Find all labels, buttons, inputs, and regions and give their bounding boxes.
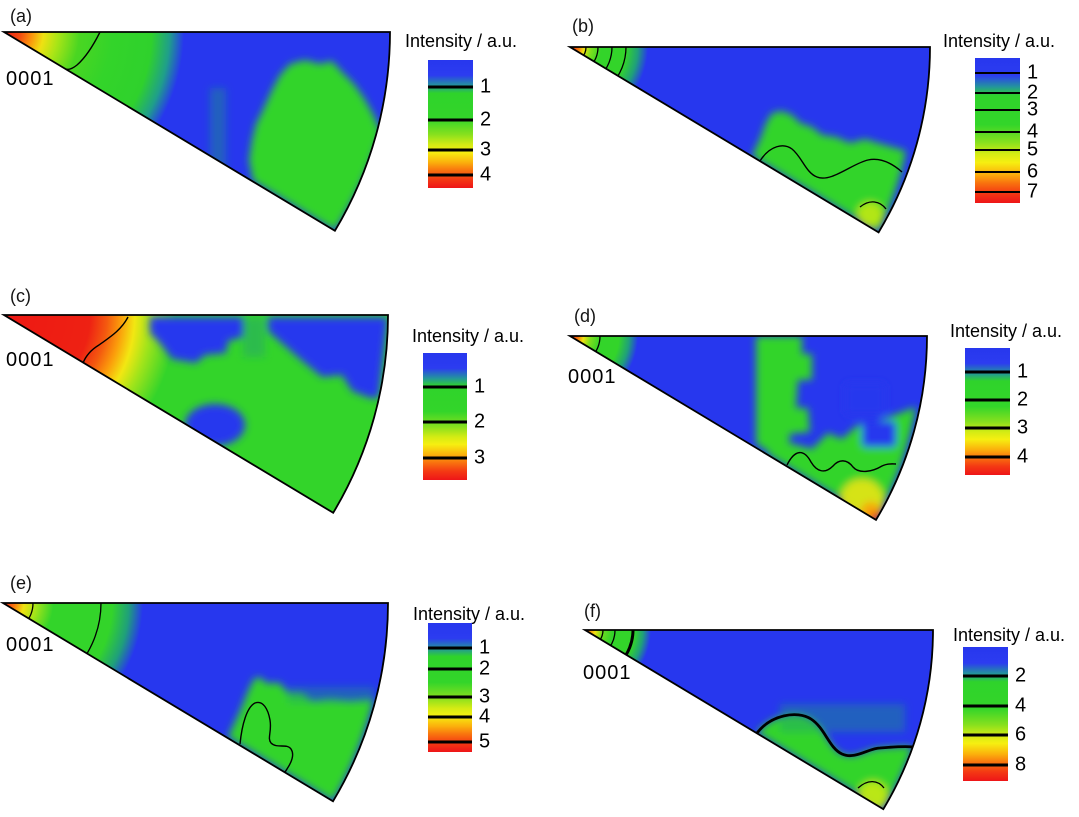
- colorbar-tick-label: 1: [479, 636, 491, 658]
- panel-label-f: (f): [584, 601, 601, 621]
- colorbar-tick-label: 1: [474, 375, 486, 398]
- colorbar-tick-line: [975, 170, 1020, 173]
- apex-label-d: 0001: [568, 366, 617, 388]
- colorbar-tick-line: [963, 674, 1008, 678]
- apex-label-e: 0001: [6, 634, 55, 656]
- colorbar-tick-line: [975, 109, 1020, 112]
- colorbar-tick-line: [975, 91, 1020, 94]
- colorbar-tick-label: 8: [1015, 753, 1027, 776]
- colorbar-d: 1 2 3 4: [965, 348, 1028, 475]
- colorbar-tick-label: 4: [480, 163, 492, 186]
- colorbar-tick-label: 6: [1027, 160, 1039, 183]
- colorbar-tick-line: [428, 118, 473, 122]
- colorbar-tick-label: 4: [1027, 120, 1039, 143]
- colorbar-c: 1 2 3: [423, 353, 485, 480]
- panel-label-d: (d): [574, 306, 596, 326]
- colorbar-tick-line: [428, 646, 472, 649]
- ipf-wedge-b: [566, 46, 931, 234]
- colorbar-tick-label: 4: [479, 705, 491, 728]
- ipf-wedge-a: [0, 31, 391, 233]
- apex-label-f: 0001: [583, 662, 632, 684]
- apex-label-c: 0001: [6, 349, 55, 371]
- ipf-wedge-f: [581, 629, 934, 811]
- colorbar-tick-label: 3: [1017, 416, 1029, 439]
- panel-label-c: (c): [10, 286, 31, 306]
- colorbar-tick-label: 2: [1017, 388, 1029, 411]
- colorbar-title-f: Intensity / a.u.: [953, 625, 1066, 645]
- colorbar-tick-line: [975, 71, 1020, 74]
- colorbar-tick-line: [963, 704, 1008, 708]
- colorbar-tick-label: 2: [1015, 664, 1027, 687]
- colorbar-title-a: Intensity / a.u.: [405, 31, 518, 51]
- colorbar-tick-label: 1: [1027, 61, 1039, 84]
- colorbar-tick-label: 2: [474, 410, 486, 433]
- colorbar-title-c: Intensity / a.u.: [412, 326, 525, 346]
- colorbar-tick-line: [428, 667, 472, 671]
- colorbar-tick-label: 3: [474, 446, 486, 469]
- colorbar-f: 2 4 6 8: [963, 647, 1026, 781]
- colorbar-tick-line: [423, 456, 467, 460]
- colorbar-tick-line: [965, 370, 1010, 374]
- colorbar-tick-line: [428, 148, 473, 152]
- colorbar-tick-line: [975, 190, 1020, 193]
- colorbar-tick-label: 7: [1027, 180, 1039, 203]
- colorbar-tick-line: [963, 733, 1008, 737]
- colorbar-tick-label: 1: [1017, 360, 1029, 383]
- colorbar-tick-label: 1: [480, 75, 492, 98]
- colorbar-tick-line: [975, 130, 1020, 133]
- colorbar-tick-line: [963, 763, 1008, 767]
- panel-label-e: (e): [10, 573, 32, 593]
- colorbar-tick-line: [423, 420, 467, 424]
- colorbar-tick-label: 5: [1027, 138, 1039, 161]
- colorbar-tick-label: 2: [480, 108, 492, 131]
- colorbar-tick-line: [428, 740, 472, 744]
- colorbar-tick-label: 4: [1015, 694, 1027, 717]
- panel-label-a: (a): [10, 6, 32, 26]
- colorbar-tick-label: 2: [1027, 81, 1039, 104]
- colorbar-tick-line: [423, 385, 467, 389]
- colorbar-title-e: Intensity / a.u.: [413, 604, 526, 624]
- ipf-wedge-d: [566, 335, 928, 522]
- colorbar-tick-label: 5: [479, 730, 491, 753]
- colorbar-tick-label: 3: [479, 685, 491, 708]
- colorbar-tick-line: [428, 715, 472, 719]
- colorbar-tick-line: [428, 85, 473, 89]
- apex-label-a: 0001: [6, 68, 55, 90]
- colorbar-tick-label: 4: [1017, 445, 1029, 468]
- colorbar-tick-label: 3: [480, 138, 492, 161]
- colorbar-tick-line: [965, 398, 1010, 402]
- colorbar-tick-line: [428, 695, 472, 699]
- colorbar-tick-label: 2: [479, 657, 491, 680]
- colorbar-tick-line: [965, 426, 1010, 430]
- colorbar-tick-line: [965, 455, 1010, 459]
- colorbar-tick-label: 3: [1027, 98, 1039, 121]
- colorbar-tick-label: 6: [1015, 723, 1027, 746]
- colorbar-title-d: Intensity / a.u.: [950, 321, 1063, 341]
- colorbar-title-b: Intensity / a.u.: [943, 31, 1056, 51]
- colorbar-tick-line: [428, 173, 473, 177]
- panel-label-b: (b): [572, 16, 594, 36]
- ipf-wedge-c: [0, 314, 389, 515]
- ipf-wedge-e: [0, 602, 389, 803]
- colorbar-tick-line: [975, 148, 1020, 151]
